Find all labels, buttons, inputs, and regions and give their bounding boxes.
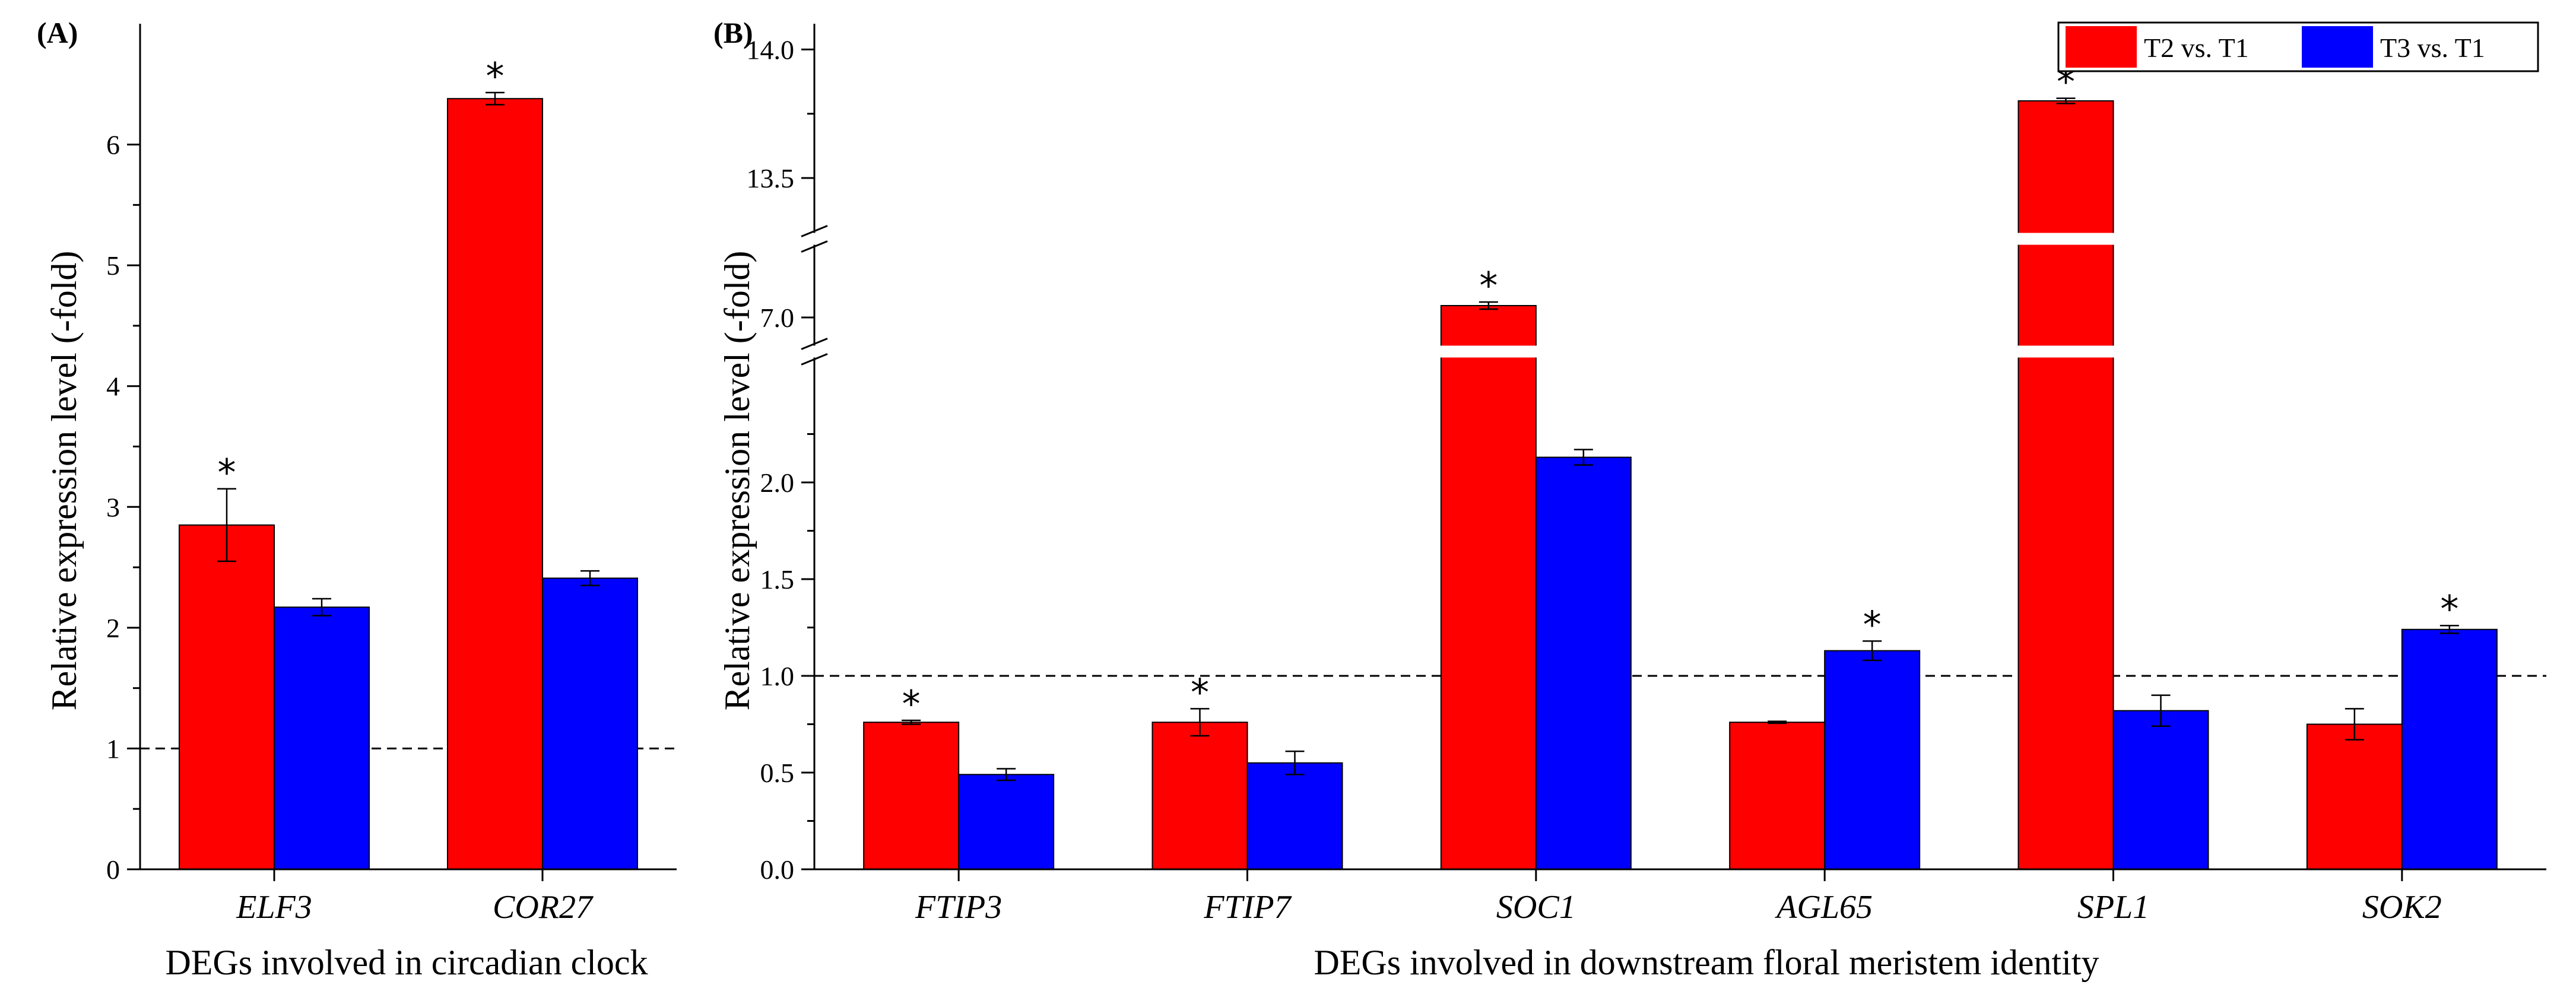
panel-b-y-tick-label: 2.0 (760, 468, 795, 498)
panel-b-significance-star: * (1479, 264, 1498, 307)
axis-break-mark (801, 240, 828, 253)
panel-a-label: (A) (37, 16, 78, 49)
panel-b-y-tick-label: 1.0 (760, 661, 795, 691)
panel-a-x-axis-title: DEGs involved in circadian clock (165, 943, 648, 982)
legend-frame (2057, 21, 2539, 72)
panel-b-y-tick-label: 0.5 (760, 758, 795, 788)
panel-b-significance-star: * (2440, 587, 2458, 631)
panel-b-significance-star: * (902, 682, 921, 726)
legend-label-t2: T2 vs. T1 (2144, 33, 2249, 63)
panel-a-y-tick-label: 3 (106, 492, 120, 522)
panel-a-bar (274, 606, 370, 870)
panel-a-y-tick-label: 4 (106, 371, 120, 402)
panel-b-bar (1246, 762, 1343, 870)
panel-b-bar (958, 774, 1055, 870)
panel-a-bar (447, 98, 543, 870)
panel-b-category-label: SOC1 (1496, 889, 1576, 926)
panel-b-x-axis-title: DEGs involved in downstream floral meris… (1314, 943, 2099, 982)
panel-b-bar (2401, 628, 2498, 870)
panel-a-y-tick-label: 2 (106, 613, 120, 643)
panel-a-y-tick-label: 0 (106, 854, 120, 885)
axis-break-mark (801, 353, 828, 366)
legend: T2 vs. T1 T3 vs. T1 (2057, 21, 2539, 72)
panel-b-bar (1440, 305, 1537, 870)
panel-b-significance-star: * (1191, 671, 1209, 714)
panel-a-y-tick-label: 6 (106, 130, 120, 160)
axis-break-gap (797, 233, 2546, 245)
legend-swatch-t3 (2302, 26, 2373, 68)
panel-a-significance-star: * (486, 55, 505, 98)
panel-b-bar (1824, 650, 1921, 870)
legend-label-t3: T3 vs. T1 (2380, 33, 2485, 63)
legend-swatch-t2 (2066, 26, 2137, 68)
panel-b-y-tick-label: 1.5 (760, 564, 795, 595)
axis-break-gap (797, 345, 2546, 358)
panel-b-y-tick-label: 0.0 (760, 854, 795, 885)
panel-b-bar (2017, 100, 2114, 870)
panel-b-bar (863, 722, 960, 870)
panel-b: (B) Relative expression level (-fold) DE… (713, 16, 2546, 982)
panel-a-bar (542, 577, 638, 870)
panel-b-category-label: SOK2 (2362, 889, 2442, 926)
panel-b-bar (2306, 723, 2403, 870)
panel-b-category-label: FTIP3 (915, 889, 1002, 926)
panel-a-category-label: COR27 (493, 889, 594, 926)
panel-b-bar (1729, 722, 1826, 870)
panel-b-category-label: FTIP7 (1203, 889, 1292, 926)
panel-a-y-tick-label: 1 (106, 733, 120, 764)
panel-a-bar (179, 524, 275, 870)
panel-b-category-label: SPL1 (2077, 889, 2149, 926)
panel-b-bar (1535, 456, 1632, 870)
panel-b-category-label: AGL65 (1774, 889, 1873, 926)
panel-b-y-tick-label: 13.5 (747, 163, 795, 193)
panel-b-y-axis-title: Relative expression level (-fold) (718, 251, 757, 711)
axis-break-mark (801, 338, 828, 350)
panel-b-significance-star: * (1863, 603, 1882, 646)
axis-break-mark (801, 225, 828, 237)
panel-a-category-label: ELF3 (236, 889, 312, 926)
panel-b-y-tick-label: 14.0 (747, 34, 795, 65)
panel-b-bar (1151, 722, 1248, 870)
panel-a: (A) Relative expression level (-fold) DE… (37, 16, 677, 982)
panel-a-y-tick-label: 5 (106, 250, 120, 281)
panel-b-y-tick-label: 7.0 (760, 303, 795, 333)
panel-b-bar (2112, 710, 2209, 870)
panel-a-significance-star: * (218, 451, 236, 494)
panel-b-label: (B) (713, 16, 753, 49)
panel-a-y-axis-title: Relative expression level (-fold) (45, 251, 84, 711)
